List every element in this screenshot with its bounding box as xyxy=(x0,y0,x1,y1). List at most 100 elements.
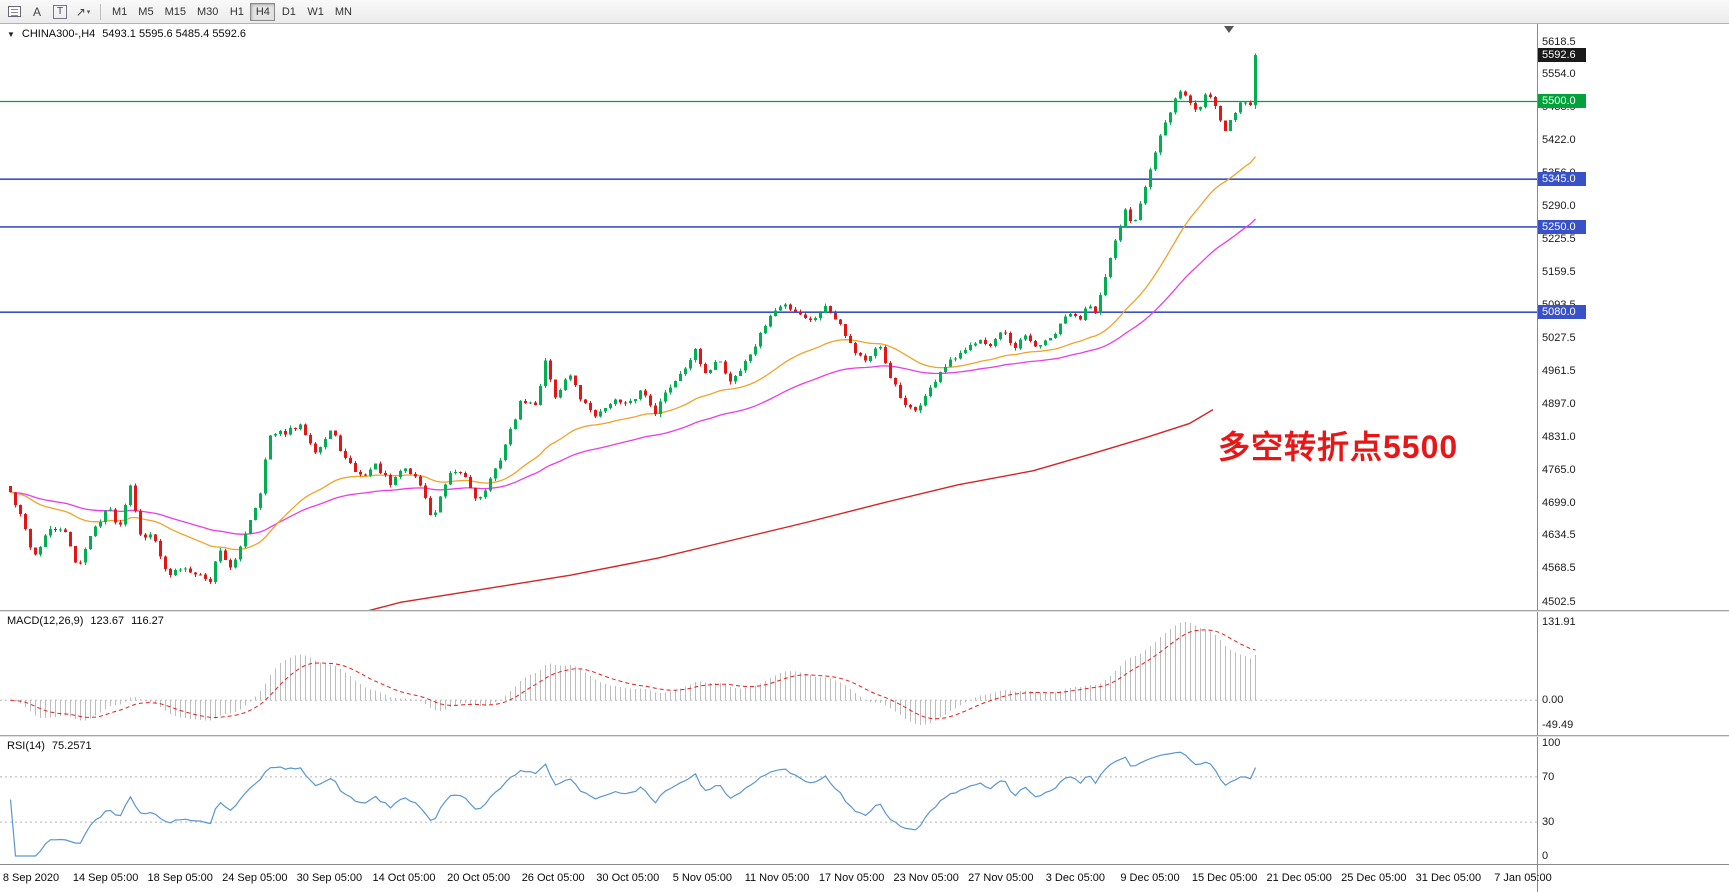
price-axis-label: 5027.5 xyxy=(1542,332,1576,345)
rsi-axis[interactable]: 100 70 30 0 xyxy=(1538,737,1729,864)
chart-window-button[interactable] xyxy=(3,2,25,22)
panel-splitter[interactable] xyxy=(0,735,1729,737)
collapse-triangle-icon[interactable]: ▼ xyxy=(7,29,15,39)
timeframe-button-m1[interactable]: M1 xyxy=(107,3,132,21)
macd-axis-label: -49.49 xyxy=(1542,719,1574,731)
time-axis-separator xyxy=(1537,865,1538,892)
chart-shift-marker[interactable] xyxy=(1224,26,1234,33)
rsi-value: 75.2571 xyxy=(51,740,92,752)
dropdown-caret-icon: ▾ xyxy=(86,8,91,16)
time-axis[interactable]: 8 Sep 2020 14 Sep 05:00 18 Sep 05:00 24 Sep… xyxy=(0,864,1729,892)
time-axis-label: 27 Nov 05:00 xyxy=(968,872,1034,884)
time-axis-label: 15 Dec 05:00 xyxy=(1191,872,1258,884)
rsi-name: RSI(14) xyxy=(7,740,45,752)
rsi-panel: RSI(14) 75.2571 100 70 30 0 xyxy=(0,737,1729,864)
price-axis-label: 5554.0 xyxy=(1542,67,1576,80)
time-axis-label: 3 Dec 05:00 xyxy=(1045,872,1106,884)
time-axis-label: 14 Sep 05:00 xyxy=(72,872,139,884)
price-axis-label: 5159.5 xyxy=(1542,265,1576,278)
macd-axis-label: 131.91 xyxy=(1542,616,1576,628)
rsi-label: RSI(14) 75.2571 xyxy=(7,740,92,752)
rsi-canvas[interactable] xyxy=(0,737,1537,864)
time-axis-label: 20 Oct 05:00 xyxy=(447,872,511,884)
timeframe-button-w1[interactable]: W1 xyxy=(302,3,329,21)
time-axis-label: 9 Dec 05:00 xyxy=(1120,872,1180,884)
macd-main-value: 123.67 xyxy=(90,615,125,627)
price-axis-label: 4699.0 xyxy=(1542,496,1576,509)
time-axis-label: 18 Sep 05:00 xyxy=(147,872,213,884)
text-box-tool-button[interactable]: T xyxy=(49,2,71,22)
ohlc-values: 5493.1 5595.6 5485.4 5592.6 xyxy=(102,28,247,40)
text-label-tool-button[interactable]: A xyxy=(26,2,48,22)
timeframe-button-mn[interactable]: MN xyxy=(330,3,357,21)
time-axis-label: 24 Sep 05:00 xyxy=(222,872,288,884)
macd-signal-value: 116.27 xyxy=(131,615,164,627)
timeframe-button-h4[interactable]: H4 xyxy=(250,2,276,21)
time-axis-label: 17 Nov 05:00 xyxy=(818,872,885,884)
toolbar: A T ↗ ▾ M1 M5 M15 M30 H1 H4 D1 W1 MN xyxy=(0,0,1729,24)
current-price-badge: 5592.6 xyxy=(1538,47,1586,62)
rsi-axis-separator xyxy=(1537,737,1538,864)
time-axis-label: 14 Oct 05:00 xyxy=(372,872,436,884)
chart-area: ▼ CHINA300-,H4 5493.1 5595.6 5485.4 5592… xyxy=(0,24,1729,892)
main-chart-canvas[interactable] xyxy=(0,24,1537,610)
chart-annotation-text[interactable]: 多空转折点5500 xyxy=(1218,429,1459,465)
price-axis-label: 4897.0 xyxy=(1542,397,1576,410)
time-axis-label: 8 Sep 2020 xyxy=(2,872,60,884)
timeframe-button-m15[interactable]: M15 xyxy=(160,3,191,21)
timeframe-button-m5[interactable]: M5 xyxy=(133,3,158,21)
macd-panel: MACD(12,26,9) 123.67 116.27 131.91 0.00 -4… xyxy=(0,612,1729,735)
time-axis-label: 7 Jan 05:00 xyxy=(1494,872,1552,884)
text-box-icon: T xyxy=(52,4,68,19)
symbol-ohlc-header: ▼ CHINA300-,H4 5493.1 5595.6 5485.4 5592… xyxy=(7,28,246,40)
macd-label: MACD(12,26,9) 123.67 116.27 xyxy=(7,615,164,627)
arrow-tool-icon: ↗ xyxy=(75,4,86,19)
level-price-badge: 5080.0 xyxy=(1538,305,1586,320)
macd-axis-separator xyxy=(1537,612,1538,735)
time-axis-label: 31 Dec 05:00 xyxy=(1415,872,1482,884)
price-axis-separator xyxy=(1537,24,1538,610)
chart-grid-icon xyxy=(7,6,21,17)
time-axis-label: 11 Nov 05:00 xyxy=(744,872,810,884)
price-axis-label: 4765.0 xyxy=(1542,463,1576,476)
timeframe-button-h1[interactable]: H1 xyxy=(224,3,249,21)
moving-averages xyxy=(10,156,1257,610)
timeframe-button-m30[interactable]: M30 xyxy=(192,3,223,21)
macd-signal-line xyxy=(10,629,1256,720)
time-axis-label: 5 Nov 05:00 xyxy=(672,872,733,884)
rsi-axis-label: 0 xyxy=(1542,850,1549,862)
price-axis[interactable]: 5618.55554.05488.05422.05356.05290.05225… xyxy=(1538,24,1729,610)
price-axis-label: 4568.5 xyxy=(1542,562,1576,575)
timeframe-button-d1[interactable]: D1 xyxy=(276,3,301,21)
time-axis-label: 30 Oct 05:00 xyxy=(596,872,660,884)
macd-axis-label: 0.00 xyxy=(1542,694,1564,707)
price-axis-label: 4502.5 xyxy=(1542,595,1576,608)
price-axis-label: 5422.0 xyxy=(1542,134,1576,147)
panel-splitter[interactable] xyxy=(0,610,1729,612)
main-chart-panel: ▼ CHINA300-,H4 5493.1 5595.6 5485.4 5592… xyxy=(0,24,1729,610)
price-axis-label: 5225.5 xyxy=(1542,232,1576,245)
macd-name: MACD(12,26,9) xyxy=(7,615,84,627)
price-axis-label: 5618.5 xyxy=(1542,35,1576,48)
level-lines xyxy=(0,100,1537,314)
toolbar-separator xyxy=(100,3,101,20)
level-price-badge: 5345.0 xyxy=(1538,172,1586,187)
price-axis-label: 5290.0 xyxy=(1542,200,1576,213)
price-axis-label: 4961.5 xyxy=(1542,365,1576,378)
macd-axis[interactable]: 131.91 0.00 -49.49 xyxy=(1538,612,1729,735)
price-axis-label: 4634.5 xyxy=(1542,529,1576,542)
time-axis-label: 21 Dec 05:00 xyxy=(1266,872,1332,884)
macd-canvas[interactable] xyxy=(0,612,1537,735)
time-axis-label: 26 Oct 05:00 xyxy=(521,872,585,884)
time-axis-label: 25 Dec 05:00 xyxy=(1341,872,1407,884)
line-studies-button[interactable]: ↗ ▾ xyxy=(72,2,94,22)
rsi-axis-label: 100 xyxy=(1542,737,1561,749)
candles xyxy=(8,53,1258,585)
rsi-line xyxy=(9,751,1257,857)
macd-histogram xyxy=(15,622,1256,725)
level-price-badge: 5500.0 xyxy=(1538,94,1586,109)
price-axis-label: 4831.0 xyxy=(1542,430,1576,443)
symbol-title: CHINA300-,H4 xyxy=(21,28,96,40)
rsi-axis-label: 70 xyxy=(1542,770,1555,783)
